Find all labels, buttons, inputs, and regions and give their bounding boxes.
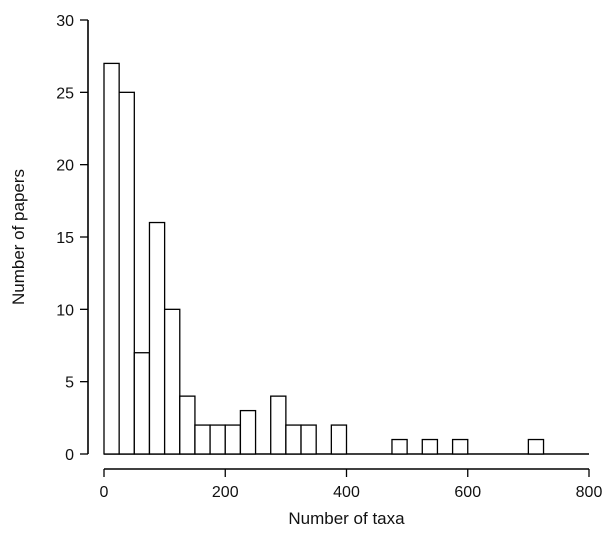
x-tick-label-0: 0 xyxy=(100,484,109,501)
x-tick-label-1: 200 xyxy=(212,484,239,501)
x-tick-label-2: 400 xyxy=(333,484,360,501)
bars-group xyxy=(103,62,589,455)
y-tick-label-4: 20 xyxy=(56,158,74,175)
bar-13 xyxy=(300,424,317,455)
x-axis: 0 200 400 600 800 xyxy=(100,468,603,501)
bar-0 xyxy=(103,62,120,455)
bar-7 xyxy=(209,424,226,455)
y-axis: 0 5 10 15 20 25 30 xyxy=(56,13,89,464)
bar-12 xyxy=(285,424,302,455)
x-tick-label-3: 600 xyxy=(454,484,481,501)
bar-11 xyxy=(270,395,287,455)
x-axis-title: Number of taxa xyxy=(288,509,405,528)
bar-5 xyxy=(179,395,196,455)
y-tick-label-6: 30 xyxy=(56,13,74,30)
bar-1 xyxy=(118,91,135,455)
y-tick-label-0: 0 xyxy=(65,447,74,464)
bar-21 xyxy=(421,438,439,455)
bar-4 xyxy=(163,308,181,455)
bar-8 xyxy=(224,424,242,455)
bar-28 xyxy=(527,438,545,455)
bar-3 xyxy=(148,221,166,455)
bar-9 xyxy=(239,409,257,455)
x-tick-label-4: 800 xyxy=(576,484,603,501)
y-tick-label-1: 5 xyxy=(65,375,74,392)
bar-15 xyxy=(330,424,348,455)
bar-23 xyxy=(451,438,469,455)
bar-2 xyxy=(133,352,151,455)
bar-6 xyxy=(194,424,211,455)
y-tick-label-5: 25 xyxy=(56,85,74,102)
y-axis-title: Number of papers xyxy=(9,169,28,305)
y-tick-label-3: 15 xyxy=(56,230,74,247)
bar-19 xyxy=(391,438,408,455)
y-tick-label-2: 10 xyxy=(56,302,74,319)
